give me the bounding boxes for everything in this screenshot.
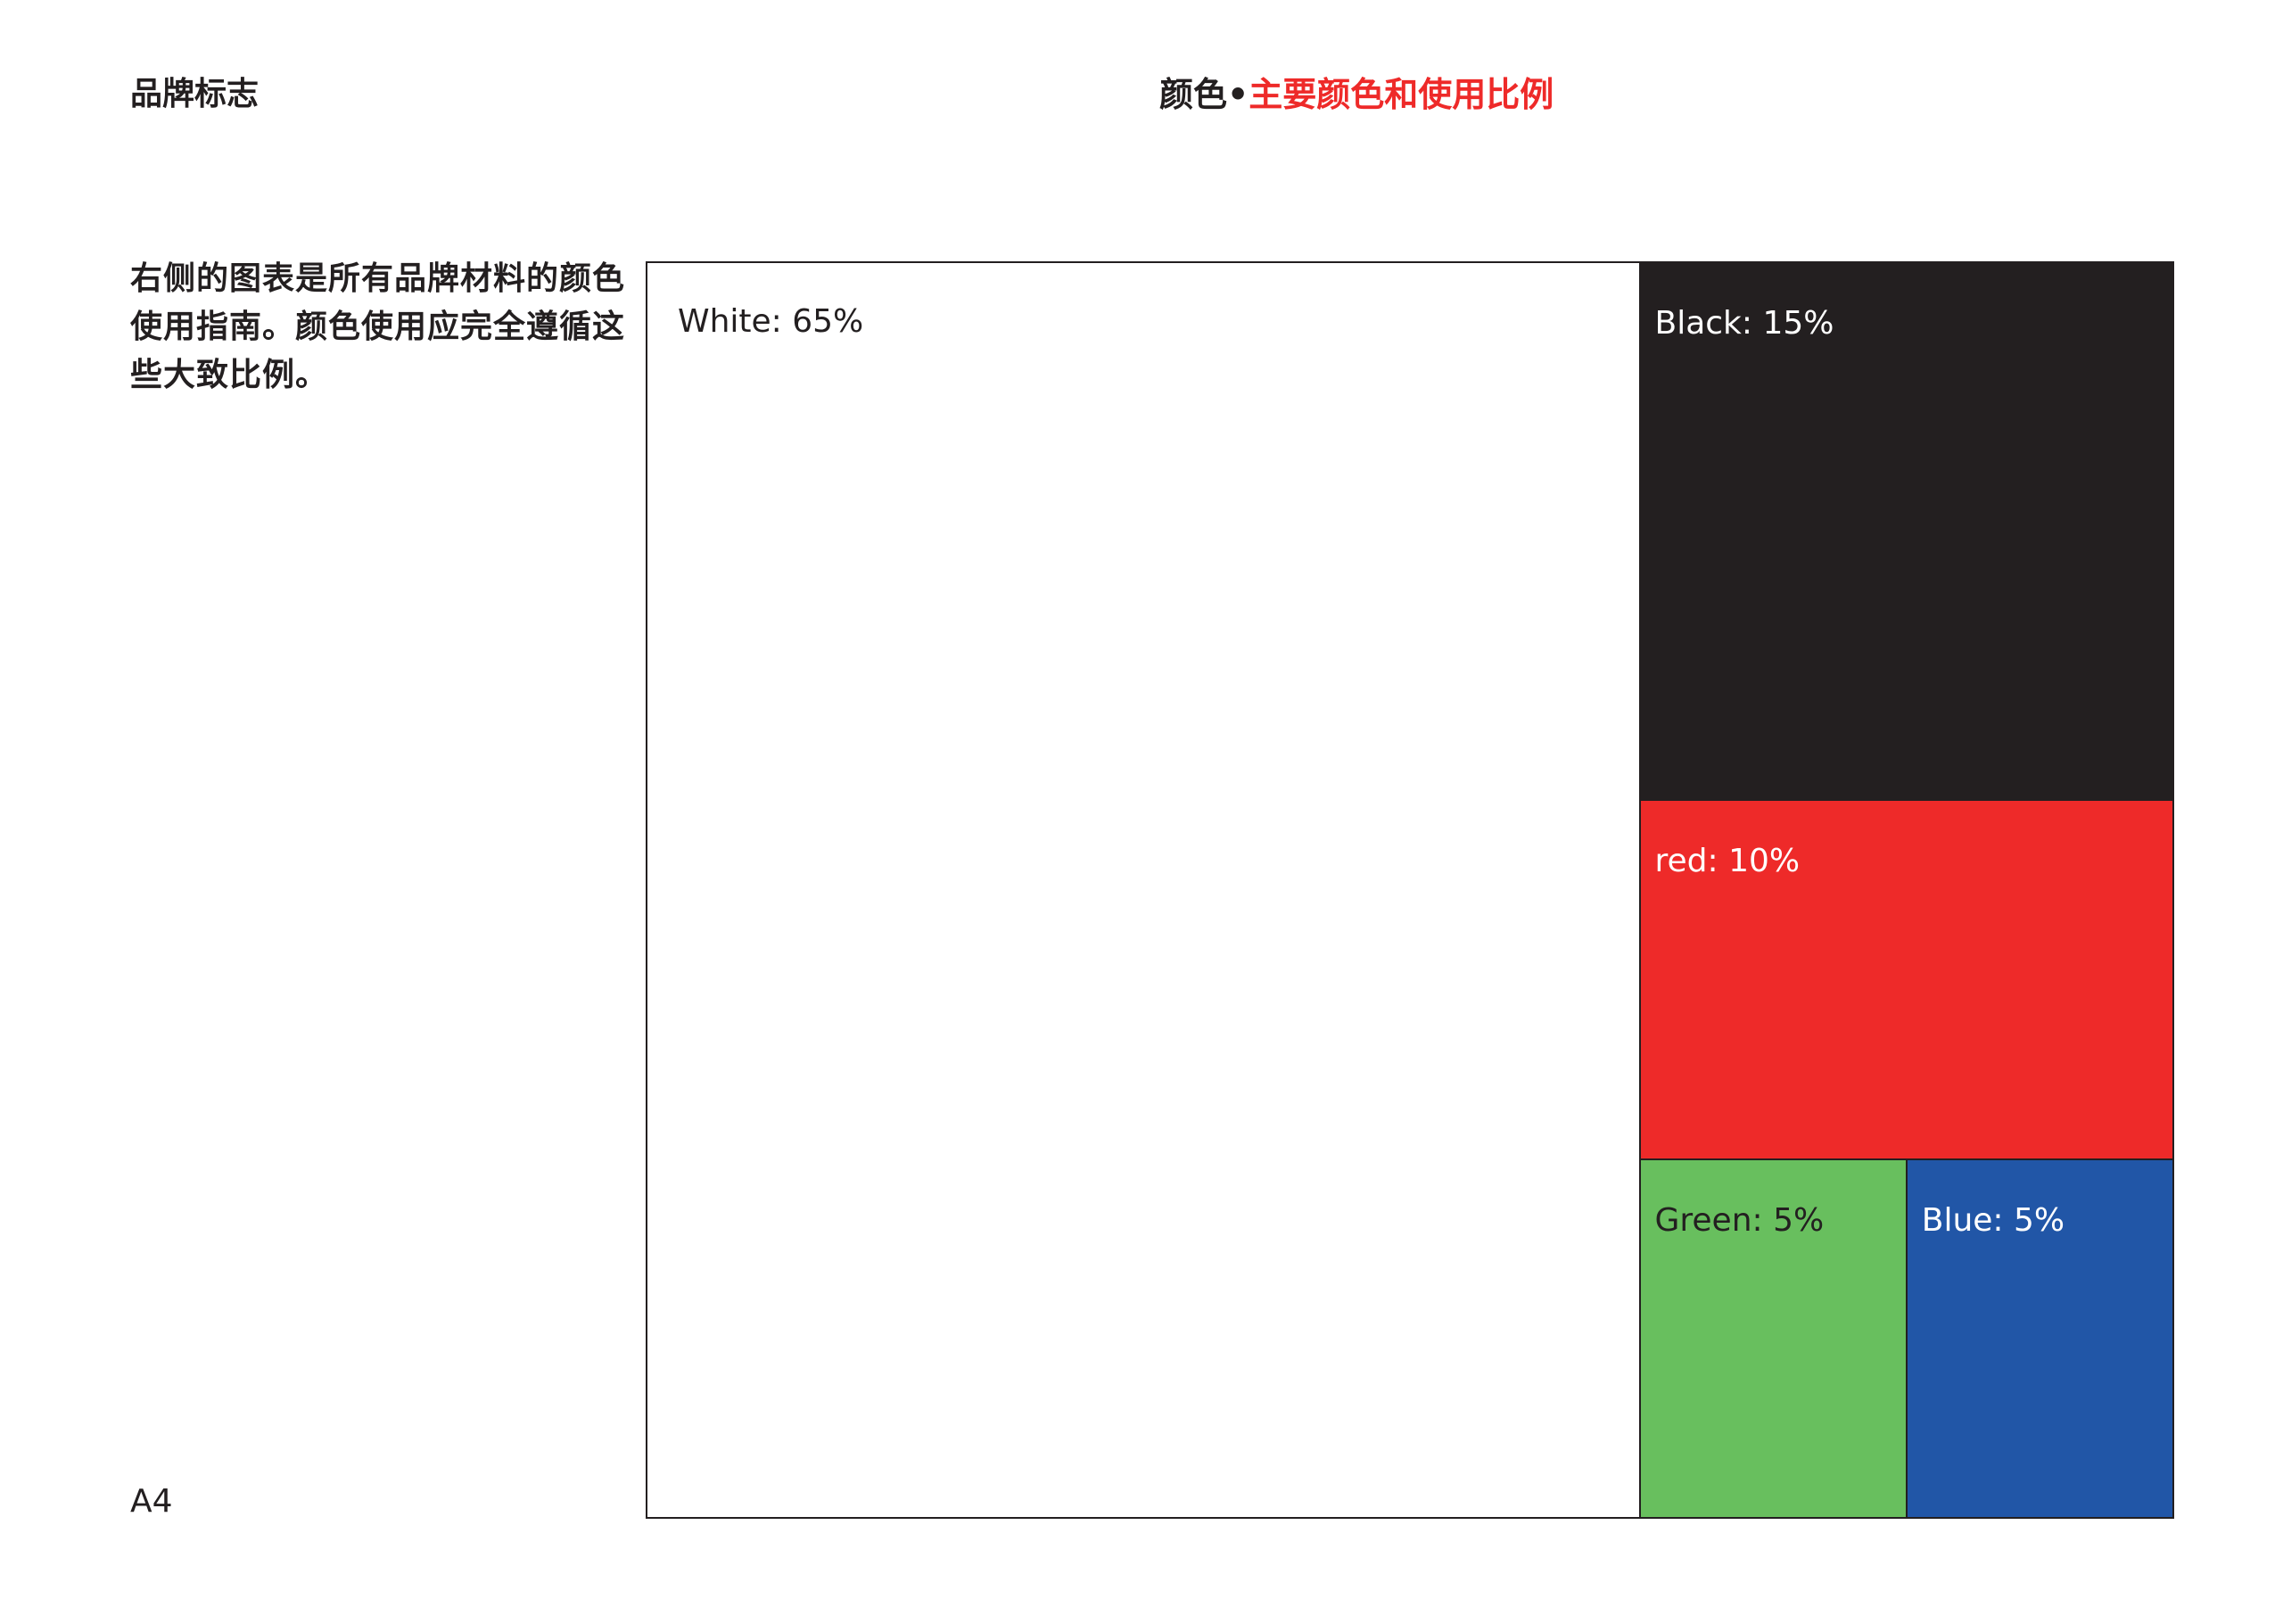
page-number: A4 — [130, 1483, 173, 1520]
page-title: 颜色•主要颜色和使用比例 — [1159, 75, 1554, 116]
treemap-label-black: Black: 15% — [1654, 305, 1834, 342]
color-proportion-treemap: White: 65% Black: 15% red: 10% Green: 5%… — [646, 261, 2174, 1519]
description-text: 右侧的图表是所有品牌材料的颜色使用指南。颜色使用应完全遵循这些大致比例。 — [130, 260, 626, 393]
treemap-label-green: Green: 5% — [1654, 1202, 1825, 1240]
treemap-cell-green: Green: 5% — [1638, 1158, 1906, 1517]
treemap-cell-black: Black: 15% — [1638, 263, 2172, 801]
treemap-cell-red: red: 10% — [1638, 800, 2172, 1159]
treemap-label-white: White: 65% — [678, 303, 864, 340]
treemap-label-blue: Blue: 5% — [1921, 1202, 2065, 1240]
section-label: 品牌标志 — [130, 76, 260, 112]
treemap-cell-white: White: 65% — [647, 263, 1639, 1517]
treemap-label-red: red: 10% — [1654, 842, 1801, 879]
page-title-prefix: 颜色• — [1159, 75, 1249, 114]
treemap-cell-blue: Blue: 5% — [1905, 1158, 2172, 1517]
page-title-accent: 主要颜色和使用比例 — [1249, 75, 1554, 114]
